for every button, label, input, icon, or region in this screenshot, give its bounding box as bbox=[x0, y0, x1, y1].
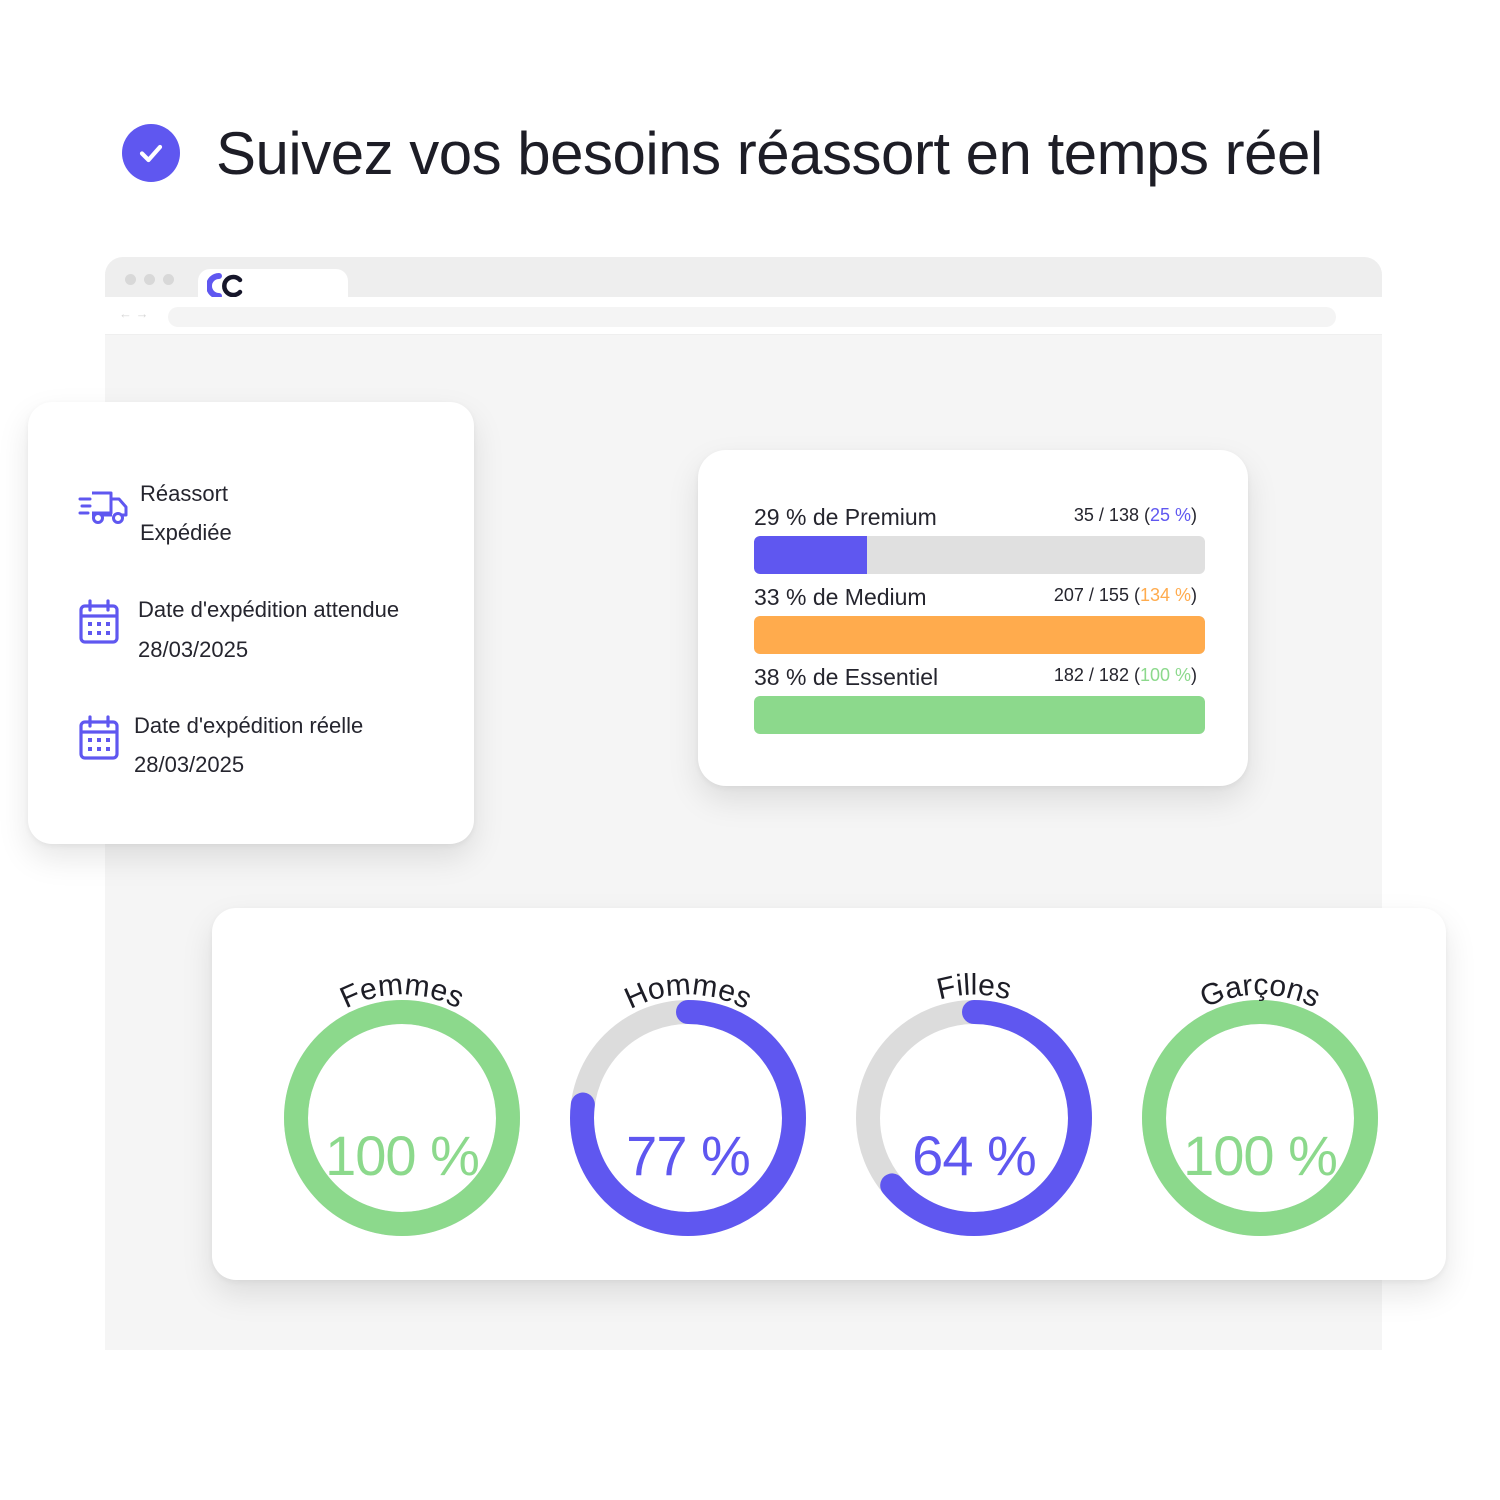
donut-arc bbox=[1142, 1000, 1378, 1236]
delivery-truck-icon bbox=[78, 491, 128, 524]
donut-label: Filles bbox=[934, 969, 1015, 1007]
progress-row-premium: 29 % de Premium 35 / 138 (25 %) bbox=[754, 496, 1205, 574]
progress-bar bbox=[754, 616, 1205, 654]
donut-femmes: Femmes 100 % bbox=[272, 948, 532, 1248]
progress-bar bbox=[754, 536, 1205, 574]
bar-label: 29 % de Premium bbox=[754, 504, 937, 530]
donut-arc bbox=[570, 1000, 806, 1236]
range-progress-card: 29 % de Premium 35 / 138 (25 %) 33 % de … bbox=[698, 450, 1248, 786]
donut-filles: Filles 64 % bbox=[844, 948, 1104, 1248]
headline: Suivez vos besoins réassort en temps rée… bbox=[122, 108, 1323, 198]
app-logo-icon bbox=[207, 273, 243, 299]
expected-date-label: Date d'expédition attendue bbox=[138, 597, 400, 622]
donut-value: 64 % bbox=[912, 1124, 1037, 1187]
actual-date-label: Date d'expédition réelle bbox=[134, 713, 364, 738]
bar-count: 35 / 138 (25 %) bbox=[1073, 505, 1197, 525]
progress-fill bbox=[754, 696, 1205, 734]
donut-arc bbox=[284, 1000, 520, 1236]
calendar-icon bbox=[79, 715, 119, 760]
status-label: Réassort bbox=[140, 481, 229, 506]
bar-count: 207 / 155 (134 %) bbox=[1053, 585, 1197, 605]
check-circle-icon bbox=[122, 124, 180, 182]
donut-value: 77 % bbox=[626, 1124, 751, 1187]
page-title: Suivez vos besoins réassort en temps rée… bbox=[216, 119, 1323, 187]
progress-row-medium: 33 % de Medium 207 / 155 (134 %) bbox=[754, 576, 1205, 654]
bar-percent: 134 % bbox=[1139, 585, 1191, 605]
browser-titlebar bbox=[105, 257, 1382, 299]
nav-arrows[interactable]: ← → bbox=[119, 306, 149, 321]
progress-fill bbox=[754, 536, 867, 574]
status-card: Réassort Expédiée Date d'expédition atte… bbox=[28, 402, 474, 844]
bar-label: 38 % de Essentiel bbox=[754, 664, 939, 690]
bar-percent: 25 % bbox=[1149, 505, 1191, 525]
bar-label: 33 % de Medium bbox=[754, 584, 927, 610]
donut-hommes: Hommes 77 % bbox=[558, 948, 818, 1248]
expected-date-value: 28/03/2025 bbox=[138, 637, 249, 662]
donut-value: 100 % bbox=[1183, 1124, 1338, 1187]
bar-count: 182 / 182 (100 %) bbox=[1053, 665, 1197, 685]
url-bar[interactable] bbox=[168, 307, 1336, 327]
progress-fill bbox=[754, 616, 1205, 654]
donut-value: 100 % bbox=[325, 1124, 480, 1187]
status-value: Expédiée bbox=[140, 520, 232, 545]
progress-row-essentiel: 38 % de Essentiel 182 / 182 (100 %) bbox=[754, 656, 1205, 734]
progress-bar bbox=[754, 696, 1205, 734]
donut-garcons: Garçons 100 % bbox=[1130, 948, 1390, 1248]
segments-card: Femmes 100 % Hommes 77 % Filles 64 % Gar… bbox=[212, 908, 1446, 1280]
bar-percent: 100 % bbox=[1139, 665, 1191, 685]
window-controls[interactable] bbox=[125, 274, 174, 285]
donut-arc bbox=[856, 1000, 1092, 1236]
actual-date-value: 28/03/2025 bbox=[134, 752, 245, 777]
calendar-icon bbox=[79, 599, 119, 644]
address-row: ← → bbox=[105, 297, 1382, 335]
